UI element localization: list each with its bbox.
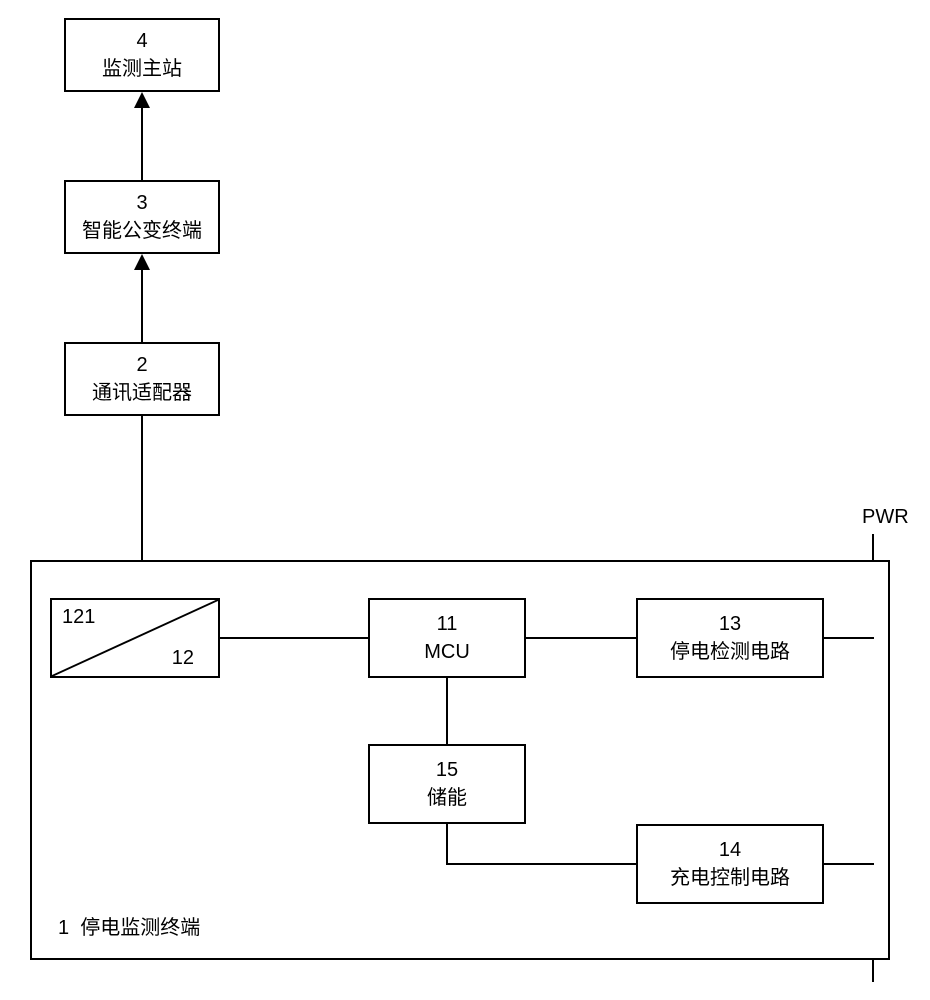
box-label: MCU [424, 638, 470, 666]
box-number: 11 [437, 610, 458, 638]
connector-line [446, 863, 636, 865]
box-label: 监测主站 [102, 55, 182, 83]
box-label: 充电控制电路 [670, 864, 790, 892]
box-label: 智能公变终端 [82, 217, 202, 245]
arrowhead-icon [134, 254, 150, 270]
arrowhead-icon [134, 92, 150, 108]
connector-line [446, 678, 448, 744]
box-comm-adapter: 2 通讯适配器 [64, 342, 220, 416]
box-number: 2 [136, 351, 147, 379]
connector-line [220, 637, 368, 639]
box-outage-detect-circuit: 13 停电检测电路 [636, 598, 824, 678]
box-mcu: 11 MCU [368, 598, 526, 678]
box-label: 通讯适配器 [92, 379, 192, 407]
connector-line [824, 637, 874, 639]
box-energy-storage: 15 储能 [368, 744, 526, 824]
box-label: 停电检测电路 [670, 638, 790, 666]
box-label: 储能 [427, 784, 467, 812]
box-monitoring-main-station: 4 监测主站 [64, 18, 220, 92]
box-split-121-12: 121 12 [50, 598, 220, 678]
split-top-left: 121 [62, 606, 95, 629]
box-number: 3 [136, 189, 147, 217]
connector-line [824, 863, 874, 865]
box-number: 13 [719, 610, 741, 638]
container-text: 停电监测终端 [80, 917, 200, 939]
connector-line [526, 637, 636, 639]
connector-line [141, 270, 143, 342]
box-number: 4 [136, 27, 147, 55]
container-label: 1 停电监测终端 [58, 911, 200, 940]
pwr-label: PWR [862, 506, 909, 529]
box-number: 15 [436, 756, 458, 784]
box-smart-terminal: 3 智能公变终端 [64, 180, 220, 254]
box-charge-control-circuit: 14 充电控制电路 [636, 824, 824, 904]
split-bottom-right: 12 [172, 647, 194, 670]
box-number: 14 [719, 836, 741, 864]
connector-line [141, 108, 143, 180]
container-number: 1 [58, 917, 69, 939]
connector-line [446, 824, 448, 864]
